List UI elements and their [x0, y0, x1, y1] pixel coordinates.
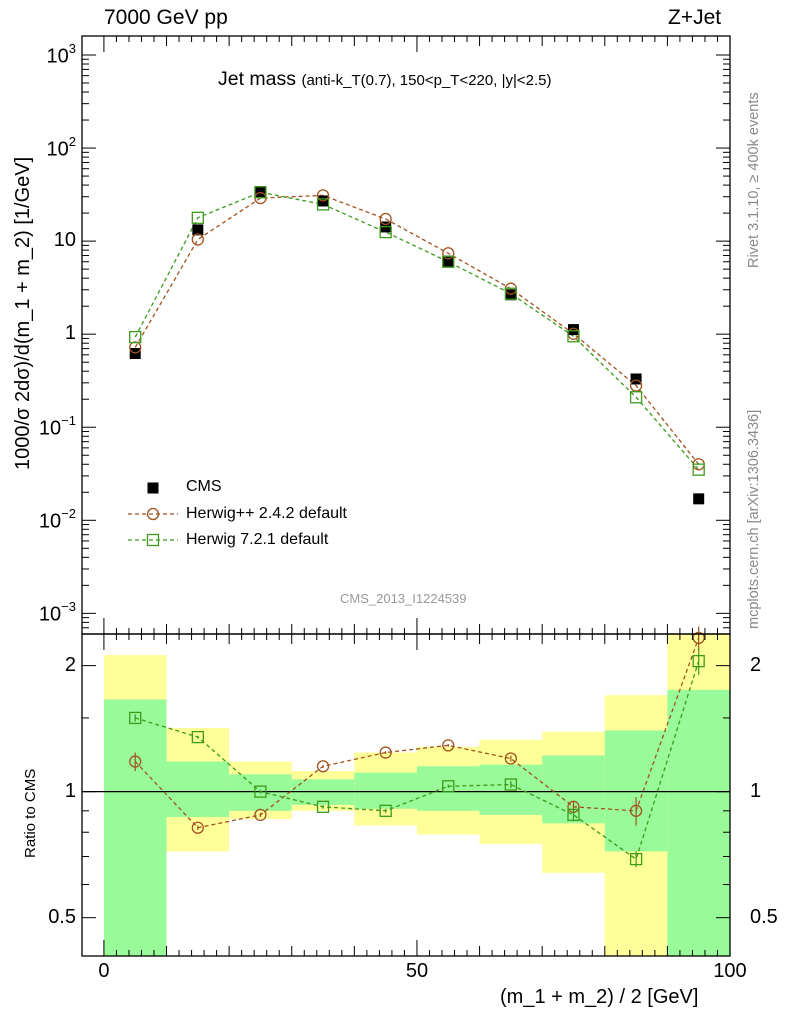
main-series-layer	[129, 186, 705, 505]
ratio-point-herwig7	[129, 711, 142, 725]
x-tick-label: 0	[98, 960, 110, 982]
main-point-herwig7	[191, 211, 204, 224]
ratio-panel-frame	[81, 633, 731, 957]
main-point-herwig7	[567, 330, 580, 343]
main-panel-frame	[81, 35, 731, 635]
header-energy-label: 7000 GeV pp	[104, 6, 228, 29]
ratio-point-herwigpp	[629, 804, 643, 817]
legend-marker-cms	[147, 482, 159, 494]
main-point-cms	[192, 224, 204, 236]
ratio-y-tick-label-right: 2	[750, 653, 762, 676]
ratio-band-inner	[416, 766, 480, 811]
x-tick-label: 100	[713, 960, 747, 982]
main-point-herwigpp	[191, 233, 204, 246]
header-process-label: Z+Jet	[668, 6, 722, 29]
main-y-tick-label: 102	[46, 134, 76, 161]
main-point-herwigpp	[379, 212, 392, 226]
main-point-cms	[254, 186, 266, 198]
main-y-tick-label: 10	[53, 229, 76, 252]
main-point-herwig7	[129, 330, 142, 344]
main-y-tick-label: 10−2	[38, 506, 76, 533]
legend-label-cms: CMS	[186, 478, 222, 495]
main-point-herwig7	[379, 225, 392, 239]
main-point-cms	[630, 373, 642, 385]
ratio-point-herwig7	[504, 778, 518, 791]
ratio-point-herwigpp	[504, 752, 518, 765]
rivet-version-label: Rivet 3.1.10, ≥ 400k events	[746, 92, 762, 268]
plot-frames	[81, 35, 731, 957]
legend-markers	[128, 482, 178, 547]
ratio-point-herwig7	[254, 785, 267, 798]
analysis-tag: CMS_2013_I1224539	[340, 591, 467, 606]
ratio-point-herwigpp	[191, 821, 204, 834]
plot-title: Jet mass (anti-k_T(0.7), 150<p_T<220, |y…	[218, 68, 551, 91]
ratio-band-inner	[354, 772, 417, 809]
main-point-cms	[442, 255, 454, 267]
main-point-herwigpp	[129, 341, 142, 354]
main-y-tick-label: 10−1	[38, 413, 76, 440]
legend-label-herwigpp: Herwig++ 2.4.2 default	[186, 505, 347, 522]
ratio-point-herwigpp	[442, 739, 455, 752]
legend-marker-herwigpp	[146, 507, 160, 521]
legend-label-herwig7: Herwig 7.2.1 default	[186, 531, 329, 548]
x-tick-label: 50	[405, 960, 429, 982]
ratio-point-herwig7	[316, 800, 330, 813]
x-axis-title: (m_1 + m_2) / 2 [GeV]	[500, 986, 699, 1008]
ratio-y-tick-label: 0.5	[48, 905, 76, 928]
main-point-herwig7	[316, 198, 330, 211]
ratio-point-herwigpp	[254, 808, 267, 822]
ratio-y-tick-label-right: 0.5	[750, 905, 778, 928]
mcplots-reference-label: mcplots.cern.ch [arXiv:1306.3436]	[746, 409, 762, 629]
main-line-herwig7	[134, 191, 700, 471]
main-point-herwig7	[629, 391, 643, 404]
ratio-point-herwigpp	[692, 631, 705, 645]
ratio-series-layer	[129, 626, 705, 868]
main-point-herwig7	[504, 287, 518, 300]
ratio-point-herwig7	[629, 852, 643, 866]
ratio-band-inner	[103, 699, 167, 956]
main-point-herwigpp	[316, 189, 330, 202]
ratio-point-herwigpp	[129, 755, 142, 768]
main-point-cms	[693, 493, 705, 505]
ratio-y-tick-label: 2	[64, 653, 76, 676]
ratio-point-herwig7	[442, 780, 455, 793]
ratio-point-herwigpp	[316, 760, 330, 773]
main-point-herwig7	[442, 255, 455, 268]
main-y-tick-label: 1	[64, 322, 76, 345]
main-y-tick-label: 10−3	[38, 599, 76, 626]
ratio-band-inner	[604, 730, 668, 852]
plot-title-main: Jet mass	[218, 68, 297, 90]
ratio-band-inner	[166, 761, 230, 817]
legend-marker-herwig7	[146, 533, 160, 547]
ratio-line-herwig7	[135, 660, 700, 861]
ratio-point-herwig7	[191, 730, 204, 744]
ratio-uncertainty-bands	[82, 634, 730, 956]
main-point-cms	[567, 324, 579, 336]
ratio-line-herwigpp	[134, 637, 700, 829]
ratio-band-inner	[667, 689, 730, 956]
main-point-herwigpp	[442, 247, 455, 260]
ratio-point-herwigpp	[379, 746, 392, 759]
main-line-herwigpp	[134, 194, 700, 465]
main-point-herwig7	[254, 186, 267, 199]
axis-ticks	[82, 36, 731, 956]
plot-title-sub: (anti-k_T(0.7), 150<p_T<220, |y|<2.5)	[301, 72, 552, 89]
main-point-herwig7	[692, 463, 705, 476]
ratio-point-herwig7	[567, 808, 580, 822]
ratio-y-tick-label-right: 1	[750, 779, 762, 802]
main-y-tick-label: 103	[46, 40, 76, 68]
ratio-y-tick-label: 1	[64, 779, 76, 802]
ratio-point-herwig7	[379, 804, 392, 817]
ratio-point-herwig7	[692, 654, 705, 668]
